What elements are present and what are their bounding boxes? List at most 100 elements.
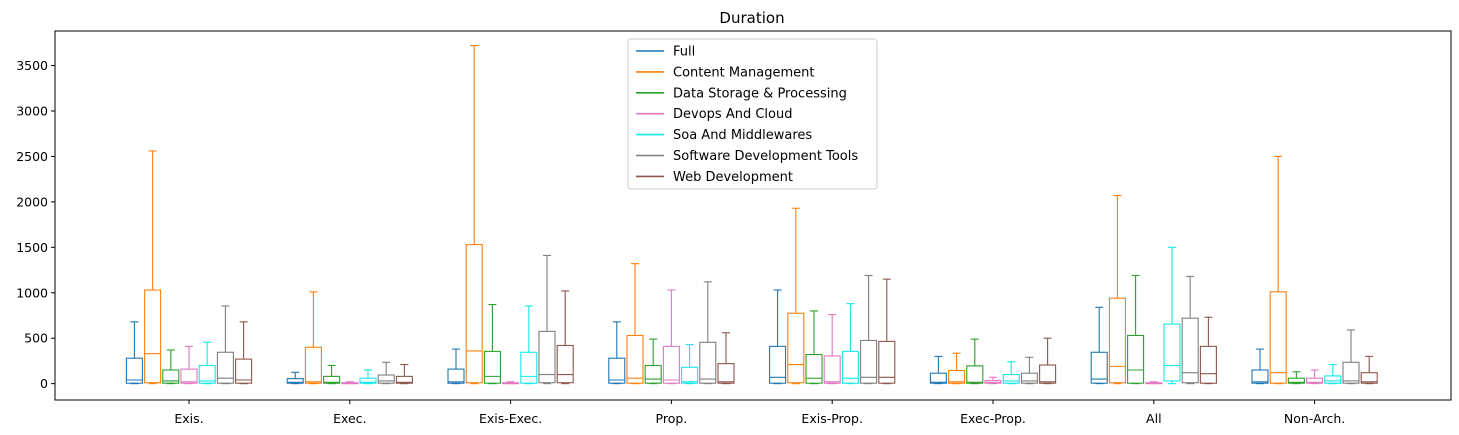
axes: 0 500 1000 1500 2000 2500 3000 3500 Exis. Exec. Ex…: [16, 30, 1452, 426]
iqr-box: [1269, 291, 1287, 384]
iqr-box: [966, 365, 984, 384]
legend-label: Full: [673, 45, 695, 60]
box-soa-and-middlewares-prop: [681, 344, 699, 385]
box-web-development-non-arch: [1360, 355, 1378, 385]
box-full-all: [1090, 306, 1108, 385]
box-web-development-exis-prop: [878, 278, 896, 385]
box-data-storage-processing-exec-prop: [966, 338, 984, 385]
box-software-development-tools-prop: [699, 281, 717, 385]
iqr-box: [1360, 372, 1378, 384]
iqr-box: [465, 244, 483, 384]
box-web-development-exec: [395, 364, 413, 385]
x-tick-label-exis-prop: Exis-Prop.: [801, 411, 863, 426]
box-content-management-non-arch: [1269, 155, 1287, 385]
box-web-development-exec-prop: [1039, 337, 1057, 385]
series-full: [125, 289, 1269, 385]
iqr-box: [699, 341, 717, 384]
box-web-development-all: [1199, 316, 1217, 385]
y-tick-label: 3000: [16, 103, 48, 118]
iqr-box: [1251, 369, 1269, 384]
iqr-box: [180, 368, 198, 384]
iqr-box: [323, 375, 341, 384]
box-web-development-prop: [717, 332, 735, 385]
series-web-development: [235, 278, 1378, 385]
x-tick-label-prop: Prop.: [656, 411, 688, 426]
legend-item-data-storage-processing: Data Storage & Processing: [636, 86, 847, 101]
box-web-development-exis-exec: [556, 290, 574, 385]
box-data-storage-processing-exis: [162, 349, 180, 385]
box-content-management-all: [1108, 194, 1126, 385]
iqr-box: [1039, 364, 1057, 384]
series-devops-and-cloud: [180, 289, 1324, 385]
box-soa-and-middlewares-non-arch: [1324, 364, 1342, 385]
iqr-box: [1342, 361, 1360, 384]
iqr-box: [644, 364, 662, 384]
iqr-box: [304, 346, 322, 384]
box-full-exis-exec: [447, 348, 465, 385]
box-full-prop: [608, 321, 626, 385]
iqr-box: [556, 344, 574, 384]
iqr-box: [144, 289, 162, 384]
box-devops-and-cloud-all: [1145, 381, 1163, 385]
iqr-box: [769, 345, 787, 384]
y-tick-label: 2500: [16, 149, 48, 164]
y-tick-label: 2000: [16, 194, 48, 209]
box-devops-and-cloud-prop: [662, 289, 680, 385]
box-soa-and-middlewares-exec: [359, 369, 377, 385]
iqr-box: [125, 357, 143, 384]
iqr-box: [841, 350, 859, 384]
iqr-box: [608, 357, 626, 384]
box-content-management-exis-exec: [465, 44, 483, 385]
box-soa-and-middlewares-all: [1163, 246, 1181, 385]
legend-label: Soa And Middlewares: [673, 128, 812, 143]
iqr-box: [805, 354, 823, 384]
box-data-storage-processing-exec: [323, 364, 341, 385]
box-soa-and-middlewares-exis-exec: [520, 305, 538, 385]
iqr-box: [787, 312, 805, 384]
x-tick-label-exec: Exec.: [333, 411, 366, 426]
box-software-development-tools-exis: [216, 305, 234, 385]
iqr-box: [1090, 351, 1108, 384]
box-devops-and-cloud-non-arch: [1306, 369, 1324, 385]
plot-area: [125, 44, 1378, 385]
y-tick-label: 3500: [16, 58, 48, 73]
box-full-exis-prop: [769, 289, 787, 385]
x-tick-label-exis: Exis.: [174, 411, 203, 426]
chart-title: Duration: [719, 9, 784, 27]
y-tick-label: 500: [24, 331, 48, 346]
x-tick-label-exec-prop: Exec-Prop.: [960, 411, 1026, 426]
iqr-box: [1163, 323, 1181, 382]
iqr-box: [162, 369, 180, 384]
iqr-box: [359, 377, 377, 384]
box-devops-and-cloud-exec-prop: [984, 376, 1002, 385]
iqr-box: [1020, 372, 1038, 384]
box-data-storage-processing-prop: [644, 338, 662, 385]
box-data-storage-processing-exis-exec: [483, 304, 501, 385]
iqr-box: [1287, 377, 1305, 384]
iqr-box: [538, 330, 556, 384]
y-tick-label: 1000: [16, 285, 48, 300]
box-devops-and-cloud-exec: [341, 381, 359, 385]
legend-item-soa-and-middlewares: Soa And Middlewares: [636, 128, 812, 143]
box-soa-and-middlewares-exis-prop: [841, 303, 859, 385]
y-tick-label: 1500: [16, 240, 48, 255]
box-content-management-exec: [304, 291, 322, 385]
iqr-box: [377, 374, 395, 384]
axes-frame: [54, 30, 1452, 401]
legend-label: Data Storage & Processing: [673, 86, 847, 101]
box-software-development-tools-all: [1181, 275, 1199, 385]
iqr-box: [717, 363, 735, 384]
legend-item-devops-and-cloud: Devops And Cloud: [636, 107, 792, 122]
box-content-management-exis-prop: [787, 207, 805, 385]
x-tick-label-exis-exec: Exis-Exec.: [479, 411, 542, 426]
iqr-box: [878, 340, 896, 384]
box-data-storage-processing-exis-prop: [805, 310, 823, 385]
x-tick-label-all: All: [1146, 411, 1162, 426]
iqr-box: [1127, 334, 1145, 384]
x-tick-label-non-arch: Non-Arch.: [1284, 411, 1345, 426]
iqr-box: [1002, 374, 1020, 384]
box-devops-and-cloud-exis: [180, 345, 198, 385]
box-soa-and-middlewares-exis: [198, 341, 216, 385]
iqr-box: [483, 350, 501, 384]
